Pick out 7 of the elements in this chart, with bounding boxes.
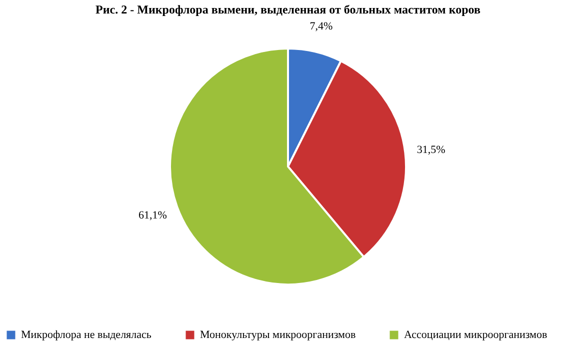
legend-label: Монокультуры микроорганизмов [200, 329, 356, 341]
data-label: 31,5% [416, 144, 446, 156]
legend-label: Ассоциации микроорганизмов [404, 329, 548, 341]
chart-title: Рис. 2 - Микрофлора вымени, выделенная от больных маститом коров [96, 2, 481, 16]
data-label: 61,1% [138, 210, 167, 222]
data-label: 7,4% [310, 20, 333, 32]
legend-label: Микрофлора не выделялась [21, 329, 152, 341]
